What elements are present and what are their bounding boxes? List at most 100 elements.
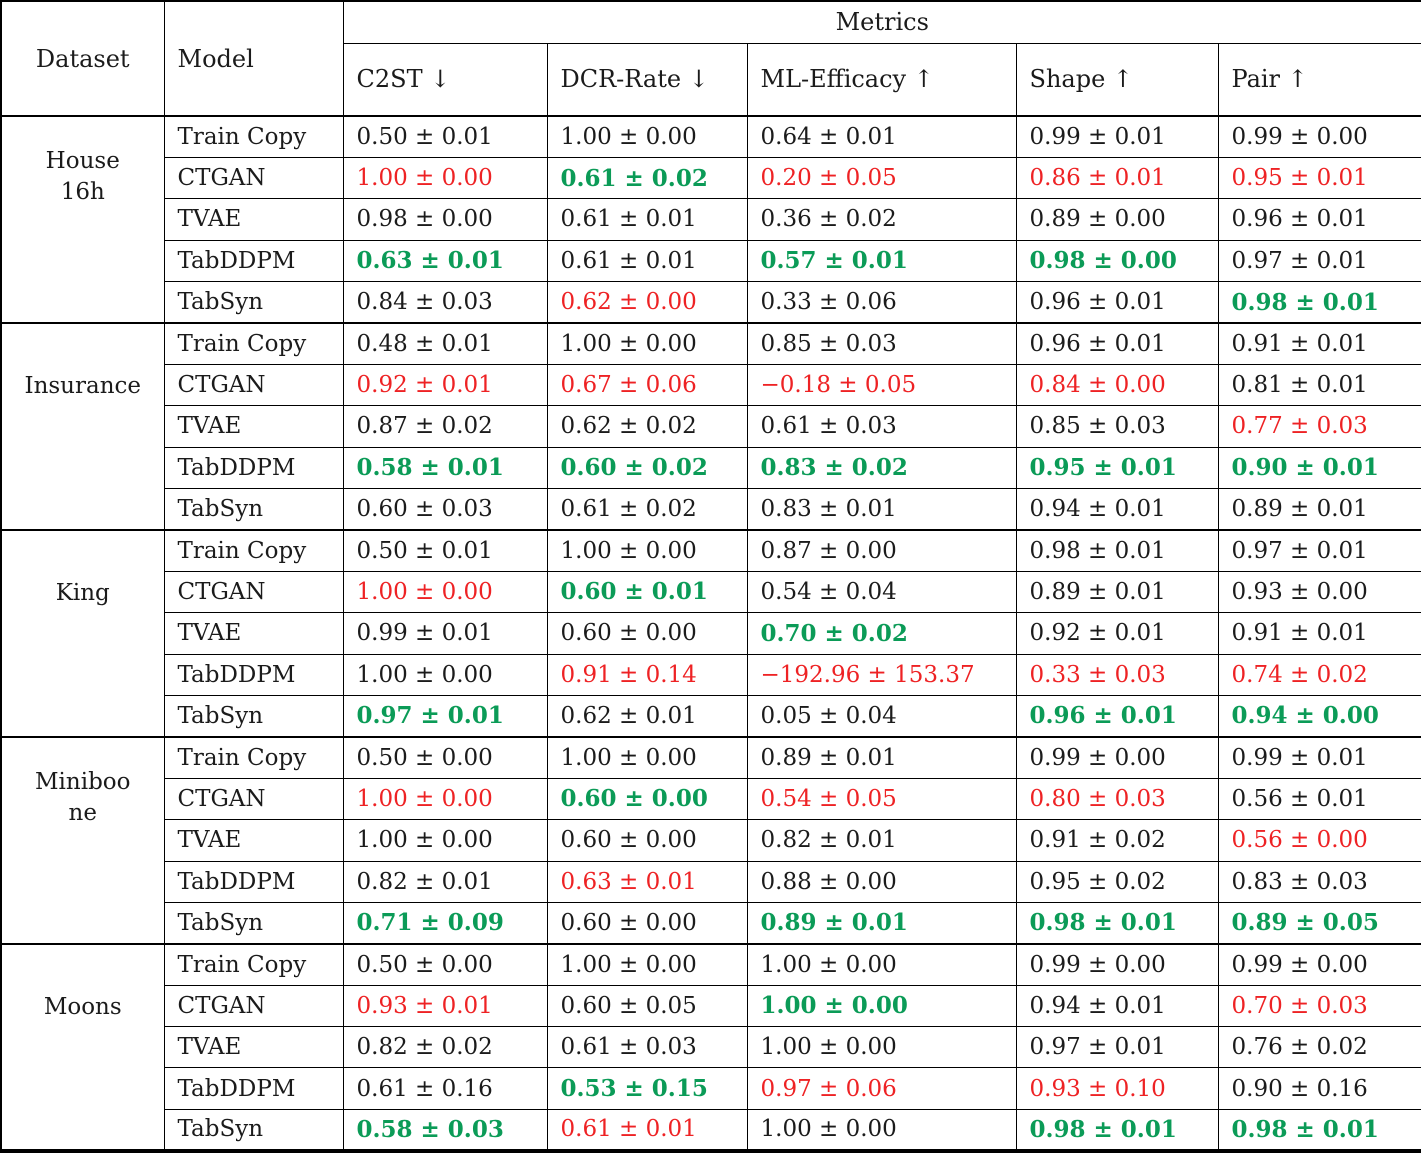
metric-cell: 0.56 ± 0.00 xyxy=(1217,819,1421,862)
column-header-ml-efficacy: ML-Efficacy ↑ xyxy=(746,42,1017,117)
metric-cell: 0.89 ± 0.00 xyxy=(1015,198,1219,241)
metric-cell: 0.57 ± 0.01 xyxy=(746,239,1017,283)
metric-cell: 0.91 ± 0.01 xyxy=(1217,321,1421,365)
metric-cell: 1.00 ± 0.00 xyxy=(546,528,748,572)
metric-cell: 0.50 ± 0.01 xyxy=(342,114,548,158)
metric-cell: 0.98 ± 0.01 xyxy=(1217,1108,1421,1152)
metric-cell: −192.96 ± 153.37 xyxy=(746,653,1017,696)
metric-cell: 0.98 ± 0.01 xyxy=(1015,528,1219,572)
metric-cell: 0.58 ± 0.03 xyxy=(342,1108,548,1152)
table-row: TabSyn 0.58 ± 0.03 0.61 ± 0.01 1.00 ± 0.00 0… xyxy=(1,1108,1421,1152)
metric-cell: 0.61 ± 0.02 xyxy=(546,156,748,200)
table-row: TVAE 0.87 ± 0.02 0.62 ± 0.02 0.61 ± 0.03 0.8… xyxy=(1,405,1421,448)
model-cell: TVAE xyxy=(163,198,344,241)
model-cell: Train Copy xyxy=(163,114,344,158)
model-cell: TabSyn xyxy=(163,281,344,324)
column-header-dcr-rate: DCR-Rate ↓ xyxy=(546,42,748,117)
metric-cell: 0.77 ± 0.03 xyxy=(1217,405,1421,448)
model-cell: CTGAN xyxy=(163,777,344,821)
metric-cell: 0.80 ± 0.03 xyxy=(1015,777,1219,821)
table-row: TabDDPM 0.61 ± 0.16 0.53 ± 0.15 0.97 ± 0.06… xyxy=(1,1067,1421,1110)
model-cell: TVAE xyxy=(163,405,344,448)
metric-cell: 0.53 ± 0.15 xyxy=(546,1067,748,1110)
metric-cell: 0.60 ± 0.05 xyxy=(546,984,748,1028)
metric-cell: 0.61 ± 0.02 xyxy=(546,488,748,531)
metric-cell: 0.60 ± 0.01 xyxy=(546,570,748,614)
metric-cell: 0.71 ± 0.09 xyxy=(342,901,548,945)
model-cell: Train Copy xyxy=(163,321,344,365)
metric-cell: 1.00 ± 0.00 xyxy=(342,819,548,862)
model-cell: TabDDPM xyxy=(163,653,344,696)
metric-cell: 0.85 ± 0.03 xyxy=(746,321,1017,365)
metric-cell: 0.61 ± 0.01 xyxy=(546,239,748,283)
table-row: CTGAN 0.92 ± 0.01 0.67 ± 0.06 −0.18 ± 0.05 0… xyxy=(1,363,1421,407)
metric-cell: −0.18 ± 0.05 xyxy=(746,363,1017,407)
table-row: TabSyn 0.60 ± 0.03 0.61 ± 0.02 0.83 ± 0.01 0… xyxy=(1,488,1421,531)
metric-cell: 0.89 ± 0.01 xyxy=(1217,488,1421,531)
metric-cell: 0.89 ± 0.01 xyxy=(746,735,1017,779)
model-cell: TVAE xyxy=(163,819,344,862)
metric-cell: 0.94 ± 0.00 xyxy=(1217,694,1421,738)
dataset-label-line: Miniboo xyxy=(35,768,131,795)
metric-cell: 0.70 ± 0.03 xyxy=(1217,984,1421,1028)
dataset-label: Moons xyxy=(2,946,163,1023)
model-cell: TVAE xyxy=(163,1026,344,1069)
metric-cell: 0.90 ± 0.16 xyxy=(1217,1067,1421,1110)
metric-cell: 0.91 ± 0.01 xyxy=(1217,612,1421,655)
dataset-cell: House 16h xyxy=(0,115,165,324)
metric-cell: 0.87 ± 0.00 xyxy=(746,528,1017,572)
table-row: Moons Train Copy 0.50 ± 0.00 1.00 ± 0.00 1.0… xyxy=(0,942,1421,1152)
metric-cell: 0.93 ± 0.01 xyxy=(342,984,548,1028)
dataset-cell: Miniboo ne xyxy=(0,735,165,945)
metric-cell: 0.81 ± 0.01 xyxy=(1217,363,1421,407)
metric-cell: 1.00 ± 0.00 xyxy=(746,1108,1017,1152)
metric-cell: 0.95 ± 0.02 xyxy=(1015,860,1219,903)
metric-cell: 0.60 ± 0.00 xyxy=(546,819,748,862)
metric-cell: 0.90 ± 0.01 xyxy=(1217,446,1421,490)
metric-cell: 0.99 ± 0.01 xyxy=(1217,735,1421,779)
metric-cell: 0.58 ± 0.01 xyxy=(342,446,548,490)
metric-cell: 0.89 ± 0.01 xyxy=(746,901,1017,945)
metric-cell: 0.93 ± 0.10 xyxy=(1015,1067,1219,1110)
model-cell: TabDDPM xyxy=(163,1067,344,1110)
table-row: CTGAN 1.00 ± 0.00 0.60 ± 0.01 0.54 ± 0.04 0.… xyxy=(1,570,1421,614)
table-row: TabSyn 0.71 ± 0.09 0.60 ± 0.00 0.89 ± 0.01 0… xyxy=(1,901,1421,945)
metric-cell: 0.60 ± 0.02 xyxy=(546,446,748,490)
metric-cell: 0.62 ± 0.00 xyxy=(546,281,748,324)
metric-cell: 1.00 ± 0.00 xyxy=(746,1026,1017,1069)
dataset-label: House 16h xyxy=(2,118,163,208)
metrics-group-header: Metrics xyxy=(342,0,1421,44)
table-row: TabDDPM 0.58 ± 0.01 0.60 ± 0.02 0.83 ± 0.02… xyxy=(1,446,1421,490)
metric-cell: 0.98 ± 0.01 xyxy=(1015,1108,1219,1152)
metric-cell: 0.61 ± 0.01 xyxy=(546,1108,748,1152)
model-cell: TabSyn xyxy=(163,901,344,945)
dataset-label-line: ne xyxy=(68,799,97,826)
metric-cell: 0.89 ± 0.01 xyxy=(1015,570,1219,614)
metric-cell: 0.87 ± 0.02 xyxy=(342,405,548,448)
model-cell: TabSyn xyxy=(163,1108,344,1152)
metric-cell: 0.61 ± 0.03 xyxy=(546,1026,748,1069)
metric-cell: 0.60 ± 0.00 xyxy=(546,901,748,945)
metric-cell: 0.98 ± 0.01 xyxy=(1015,901,1219,945)
dataset-label-line: Insurance xyxy=(24,372,142,399)
metric-cell: 0.97 ± 0.01 xyxy=(342,694,548,738)
model-cell: TabSyn xyxy=(163,694,344,738)
dataset-label: Miniboo ne xyxy=(2,739,163,829)
dataset-label-line: Moons xyxy=(43,993,122,1020)
column-header-shape: Shape ↑ xyxy=(1015,42,1219,117)
metric-cell: 0.54 ± 0.04 xyxy=(746,570,1017,614)
metric-cell: 1.00 ± 0.00 xyxy=(342,777,548,821)
metric-cell: 0.48 ± 0.01 xyxy=(342,321,548,365)
dataset-label: King xyxy=(2,532,163,609)
metric-cell: 0.99 ± 0.00 xyxy=(1015,735,1219,779)
table-row: Insurance Train Copy 0.48 ± 0.01 1.00 ± 0.0… xyxy=(0,321,1421,531)
dataset-label-line: 16h xyxy=(60,179,105,205)
metric-cell: 0.91 ± 0.14 xyxy=(546,653,748,696)
table-row: TabDDPM 1.00 ± 0.00 0.91 ± 0.14 −192.96 ± 1… xyxy=(1,653,1421,696)
metric-cell: 1.00 ± 0.00 xyxy=(746,984,1017,1028)
metric-cell: 0.98 ± 0.00 xyxy=(1015,239,1219,283)
dataset-column-header: Dataset xyxy=(0,0,165,117)
dataset-label-line: King xyxy=(55,579,110,606)
metric-cell: 0.60 ± 0.03 xyxy=(342,488,548,531)
table-row: TVAE 0.99 ± 0.01 0.60 ± 0.00 0.70 ± 0.02 0.9… xyxy=(1,612,1421,655)
